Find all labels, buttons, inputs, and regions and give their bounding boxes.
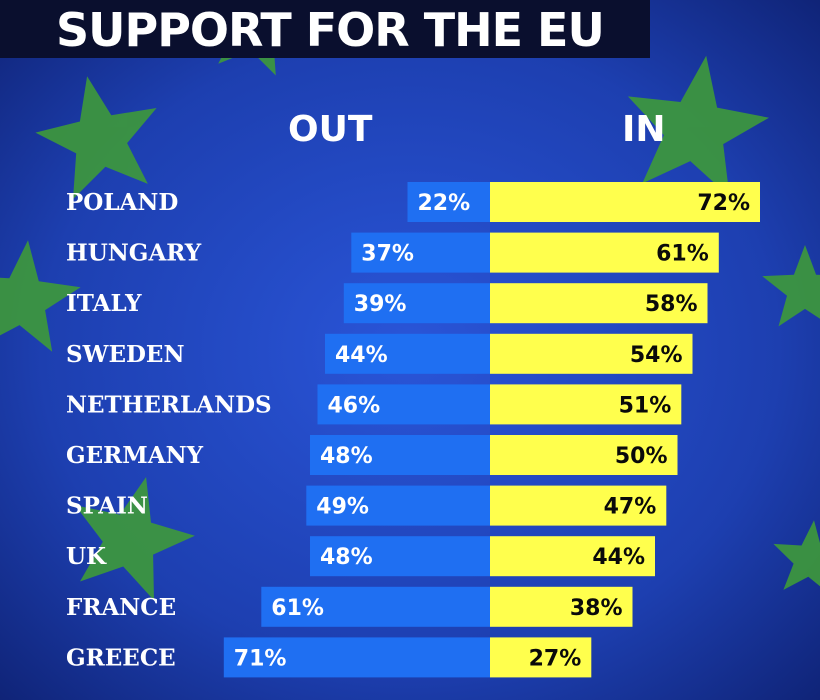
in-value-label: 58% bbox=[645, 292, 698, 317]
country-label: POLAND bbox=[66, 189, 178, 216]
out-bar bbox=[407, 182, 490, 222]
out-bar bbox=[343, 283, 491, 324]
in-bar bbox=[490, 232, 719, 273]
in-bar bbox=[490, 586, 633, 627]
in-bar bbox=[490, 435, 678, 475]
in-bar bbox=[490, 536, 655, 577]
in-column-header: IN bbox=[622, 109, 666, 150]
in-value-label: 72% bbox=[697, 191, 750, 216]
out-bar bbox=[223, 637, 491, 678]
country-label: FRANCE bbox=[66, 594, 176, 621]
in-value-label: 50% bbox=[615, 444, 668, 469]
in-value-label: 51% bbox=[619, 393, 672, 418]
country-label: NETHERLANDS bbox=[66, 391, 272, 418]
out-value-label: 37% bbox=[361, 242, 414, 267]
out-value-label: 22% bbox=[418, 191, 471, 216]
out-value-label: 49% bbox=[316, 495, 369, 520]
country-label: SWEDEN bbox=[66, 341, 184, 368]
in-value-label: 61% bbox=[656, 242, 709, 267]
eu-star-icon bbox=[762, 245, 820, 327]
out-value-label: 39% bbox=[354, 292, 407, 317]
in-value-label: 44% bbox=[592, 545, 645, 570]
out-bar bbox=[306, 485, 491, 526]
out-value-label: 61% bbox=[271, 596, 324, 621]
out-bar bbox=[310, 435, 490, 475]
out-value-label: 71% bbox=[234, 646, 287, 671]
country-label: GERMANY bbox=[66, 442, 204, 469]
in-value-label: 54% bbox=[630, 343, 683, 368]
in-value-label: 27% bbox=[529, 646, 582, 671]
country-label: UK bbox=[66, 543, 107, 570]
in-bar bbox=[490, 333, 693, 374]
out-value-label: 44% bbox=[335, 343, 388, 368]
out-value-label: 48% bbox=[320, 545, 373, 570]
country-label: HUNGARY bbox=[66, 240, 202, 267]
country-label: SPAIN bbox=[66, 493, 148, 520]
out-bar bbox=[261, 586, 491, 627]
in-value-label: 38% bbox=[570, 596, 623, 621]
in-bar bbox=[490, 384, 682, 425]
out-bar bbox=[351, 232, 491, 273]
out-bar bbox=[317, 384, 490, 425]
eu-star-icon bbox=[75, 477, 195, 601]
eu-star-icon bbox=[35, 76, 157, 200]
out-value-label: 46% bbox=[328, 393, 381, 418]
in-value-label: 47% bbox=[604, 495, 657, 520]
country-label: GREECE bbox=[66, 644, 176, 671]
title-band bbox=[0, 0, 650, 58]
out-bar bbox=[310, 536, 490, 577]
in-bar bbox=[490, 283, 708, 324]
eu-star-icon bbox=[0, 240, 81, 352]
country-label: ITALY bbox=[66, 290, 142, 317]
out-value-label: 48% bbox=[320, 444, 373, 469]
in-bar bbox=[490, 637, 592, 678]
page-title: SUPPORT FOR THE EU bbox=[56, 3, 605, 57]
out-bar bbox=[325, 333, 490, 374]
in-bar bbox=[490, 182, 760, 222]
eu-star-icon bbox=[773, 520, 820, 590]
out-column-header: OUT bbox=[288, 109, 373, 150]
in-bar bbox=[490, 485, 667, 526]
eu-star-icon bbox=[627, 55, 769, 197]
